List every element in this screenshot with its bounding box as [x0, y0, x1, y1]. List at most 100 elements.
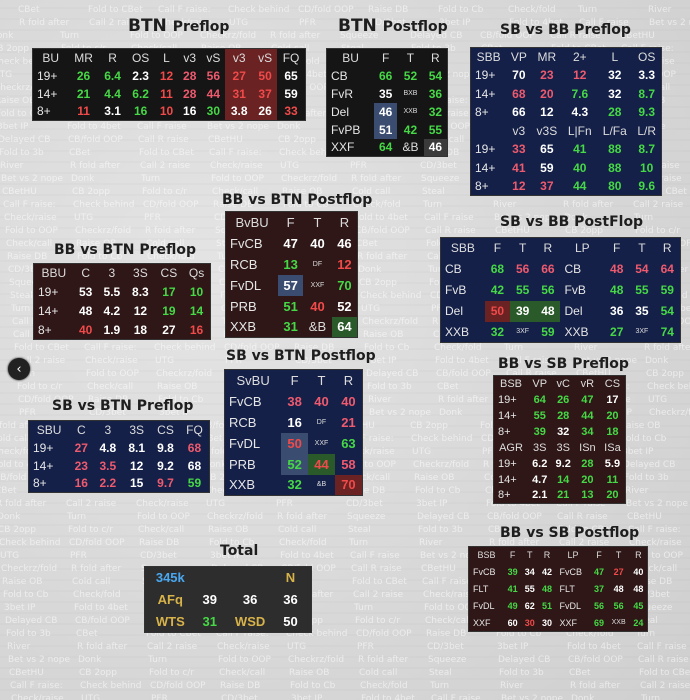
stat-cell: AGR — [493, 439, 528, 456]
watermark-word: Steal — [429, 668, 452, 678]
stat-cell: 44 — [201, 84, 226, 103]
hud-row: SBB F T R LP F T R — [440, 237, 681, 259]
stat-cell: 9.6 — [632, 177, 662, 196]
watermark-word: R fold after — [277, 512, 328, 522]
watermark-word: CD/fold OOP — [298, 5, 354, 15]
hud-row: 19+ 70 23 12 32 3.3 — [470, 66, 662, 85]
stat-cell: &B — [308, 474, 335, 496]
watermark-word: Check behind — [154, 343, 216, 353]
stat-cell: 10 — [632, 158, 662, 177]
stat-cell: 4.3 — [562, 103, 598, 122]
stat-cell: 23 — [69, 456, 94, 475]
stat-cell: 27 — [69, 438, 94, 457]
watermark-word: Donk — [78, 655, 102, 665]
stat-cell: 3XF — [629, 321, 655, 343]
stat-cell: T — [510, 237, 536, 259]
stat-cell: 19+ — [33, 282, 74, 302]
hud-row: 14+ 4.7 14 20 11 — [493, 471, 626, 488]
watermark-word: Turn — [578, 5, 598, 15]
stat-cell: 52 — [331, 295, 358, 317]
hud-row: 8+ 2.1 21 13 20 — [493, 487, 626, 504]
previous-arrow-button[interactable]: ‹ — [8, 358, 30, 380]
watermark-word: CB/fold OOP — [568, 655, 623, 665]
stat-cell: 48 — [607, 580, 630, 598]
stat-cell: 13 — [278, 253, 304, 275]
stat-cell: 88 — [597, 158, 633, 177]
watermark-word: Call R raise — [425, 226, 476, 236]
stat-cell: 36 — [223, 588, 277, 611]
watermark-word: River — [648, 5, 672, 15]
stat-cell: VP — [506, 47, 532, 66]
stat-cell: 21 — [68, 84, 99, 103]
stat-cell: 3 — [93, 420, 123, 439]
stat-cell: 88 — [597, 140, 633, 159]
stat-cell: 8+ — [470, 103, 507, 122]
stat-cell: 26 — [68, 66, 99, 85]
watermark-word: Cold call — [359, 668, 398, 678]
stat-cell: FvB — [560, 279, 605, 301]
hud-row: FvR 35 BXB 36 — [326, 84, 448, 103]
watermark-word: Check/raise — [217, 642, 270, 652]
watermark-word: Fold to 4bet — [361, 694, 415, 700]
hud-row: XXB 32 3XF 59 XXB 27 3XF 74 — [440, 321, 681, 343]
watermark-word: Raise OB — [620, 421, 661, 431]
stat-cell: 12 — [506, 177, 532, 196]
watermark-word: River — [493, 200, 517, 210]
stat-cell: 50 — [253, 66, 278, 85]
watermark-word: Turn — [641, 694, 661, 700]
stat-cell: 32 — [484, 321, 511, 343]
stat-cell: 57 — [278, 274, 304, 296]
hud-row: XXB 32 &B 70 — [224, 474, 363, 496]
stat-cell: R — [334, 369, 363, 391]
stat-cell: WSD — [223, 610, 277, 633]
stat-cell: v3S — [531, 121, 563, 140]
stat-cell: 2.1 — [527, 487, 552, 504]
stat-cell: 9.2 — [151, 456, 180, 475]
watermark-word: PFR — [350, 161, 367, 171]
stat-cell: DF — [303, 253, 332, 275]
stat-cell: 59 — [535, 321, 561, 343]
stat-cell: 42 — [397, 120, 424, 139]
stat-cell: v3 — [178, 48, 202, 67]
title-sb-vs-bb-postflop: SB vs BB PostFlop — [500, 214, 644, 230]
hud-row: FvPB 51 42 55 — [326, 120, 448, 139]
stat-cell: 21 — [551, 487, 575, 504]
watermark-word: CBet — [0, 486, 17, 496]
watermark-word: Raise OB — [0, 96, 36, 106]
hud-row: SBB VP MR 2+ L OS — [470, 47, 662, 66]
stat-cell: 27 — [154, 320, 184, 340]
watermark-word: Fold to c/r — [149, 668, 195, 678]
stat-cell: 8.7 — [632, 84, 662, 103]
stat-cell: 66 — [374, 66, 398, 85]
stat-cell: BU — [326, 48, 375, 67]
watermark-word: Checkrz/fold — [281, 174, 338, 184]
stat-cell: 56 — [607, 597, 630, 615]
hud-bb-vs-btn-preflop: BBU C 3 3S CS Qs 19+ 53 5.5 8.3 17 10 14+ 48 4.2 12 19 14… — [33, 263, 211, 340]
watermark-word: Checkrz/fold — [288, 655, 345, 665]
watermark-word: CB 2opp — [79, 668, 117, 678]
watermark-word: Check/call — [425, 616, 472, 626]
watermark-word: Turn — [430, 681, 450, 691]
watermark-word: CD/fold OOP — [143, 200, 199, 210]
watermark-word: Raise OB — [414, 473, 455, 483]
stat-cell — [304, 588, 312, 611]
stat-cell: T — [397, 48, 424, 67]
watermark-word: Turn — [60, 31, 80, 41]
stat-cell: 8+ — [32, 102, 69, 121]
stat-cell: FLT — [468, 580, 505, 598]
watermark-word: CD/fold OOP — [150, 681, 206, 691]
stat-cell: VP — [527, 375, 552, 392]
watermark-word: CB/fold OOP — [355, 226, 410, 236]
watermark-word: Delayed CB — [417, 512, 470, 522]
stat-cell: 14 — [551, 471, 575, 488]
watermark-word: PFR — [70, 551, 87, 561]
watermark-word: 3bet IP — [4, 603, 36, 613]
stat-cell: 55 — [521, 580, 539, 598]
watermark-word: PFR — [357, 642, 374, 652]
watermark-word: Checkrz/fold — [413, 460, 470, 470]
watermark-word: CB 2opp — [72, 187, 110, 197]
watermark-word: CB 2opp — [0, 44, 29, 54]
stat-cell: 9.3 — [632, 103, 662, 122]
stat-cell: 46 — [423, 138, 448, 157]
stat-cell: 70 — [334, 474, 363, 496]
